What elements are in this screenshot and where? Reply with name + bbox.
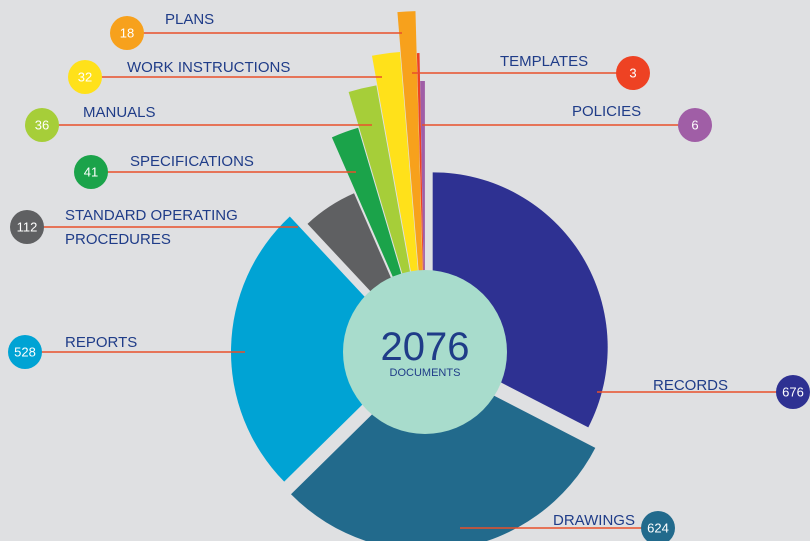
value-label: 112 [17, 220, 38, 235]
value-label: 676 [782, 385, 804, 400]
value-badge [25, 108, 59, 142]
category-label: STANDARD OPERATING PROCEDURES [65, 207, 238, 248]
category-label: RECORDS [653, 377, 729, 394]
slice [397, 11, 425, 344]
total: 2076 [381, 325, 470, 369]
category-label: TEMPLATES [500, 53, 589, 70]
value-label: 528 [14, 345, 36, 360]
slice [371, 52, 424, 344]
value-badge [68, 60, 102, 94]
value-label: 36 [35, 118, 49, 133]
slice [231, 216, 417, 482]
category-label: MANUALS [83, 104, 156, 121]
category-label: PLANS [165, 11, 215, 28]
center-circle [343, 270, 507, 434]
category-label: DRAWINGS [553, 512, 635, 529]
category-label: SPECIFICATIONS [130, 153, 254, 170]
category-label: REPORTS [65, 334, 138, 351]
value-badge [776, 375, 810, 409]
total-label: DOCUMENTS [390, 367, 461, 379]
value-badge [10, 210, 44, 244]
value-badge [678, 108, 712, 142]
leader-lines [25, 32, 793, 529]
value-badge [8, 335, 42, 369]
value-label: 3 [629, 66, 636, 81]
value-badge [616, 56, 650, 90]
value-label: 32 [78, 70, 92, 85]
slice [290, 360, 596, 541]
value-badge [641, 511, 675, 541]
category-label: POLICIES [572, 103, 642, 120]
value-label: 624 [647, 521, 669, 536]
category-label: WORK INSTRUCTIONS [127, 59, 291, 76]
value-label: 18 [120, 26, 134, 41]
value-badge [110, 16, 144, 50]
value-badge [74, 155, 108, 189]
value-label: 6 [691, 118, 698, 133]
value-label: 41 [84, 165, 98, 180]
